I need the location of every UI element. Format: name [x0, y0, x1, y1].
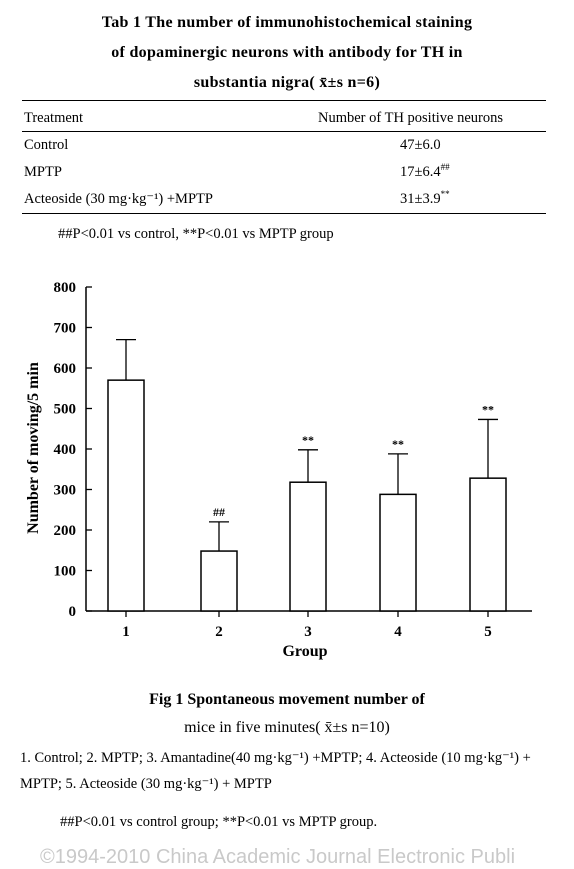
table-bottom-rule: [22, 213, 546, 214]
row-count: 31±3.9**: [400, 189, 450, 207]
bar: [289, 481, 327, 612]
significance-mark: ##: [213, 505, 225, 519]
row-count: 47±6.0: [400, 137, 441, 153]
header-count: Number of TH positive neurons: [318, 110, 503, 126]
figure-legend: 1. Control; 2. MPTP; 3. Amantadine(40 mg…: [20, 750, 531, 792]
y-tick-label: 700: [54, 321, 77, 337]
bar: [107, 379, 145, 612]
header-treatment: Treatment: [24, 110, 84, 126]
y-tick-label: 500: [54, 402, 77, 418]
y-tick-label: 300: [54, 483, 77, 499]
table-top-rule: [22, 100, 546, 101]
table-caption-line-2: of dopaminergic neurons with antibody fo…: [111, 44, 463, 61]
bar: [379, 493, 417, 612]
x-tick-label: 4: [394, 624, 402, 640]
x-tick-label: 5: [484, 624, 492, 640]
x-tick-label: 1: [122, 624, 130, 640]
y-axis-label: Number of moving/5 min: [25, 362, 42, 534]
y-tick-label: 600: [54, 361, 77, 377]
significance-mark: **: [392, 437, 404, 451]
row-treatment: MPTP: [24, 164, 62, 180]
table-caption-line-1: Tab 1 The number of immunohistochemical …: [101, 14, 473, 31]
y-tick-label: 100: [54, 564, 77, 580]
y-tick-label: 0: [69, 604, 77, 620]
figure-caption-line-2: mice in five minutes( x̄±s n=10): [184, 719, 390, 736]
table-caption: Tab 1 The number of immunohistochemical …: [0, 8, 574, 98]
table-caption-line-3: substantia nigra( x̄±s n=6): [193, 74, 381, 91]
row-treatment: Acteoside (30 mg·kg⁻¹) +MPTP: [24, 191, 213, 207]
figure-caption-line-1: Fig 1 Spontaneous movement number of: [149, 691, 425, 708]
row-count: 17±6.4##: [400, 162, 450, 180]
bar: [200, 550, 238, 612]
figure-caption: Fig 1 Spontaneous movement number of mic…: [0, 686, 574, 742]
row-treatment: Control: [24, 137, 69, 153]
table-header-rule: [22, 131, 546, 132]
significance-mark: **: [482, 402, 494, 416]
x-tick-label: 2: [215, 624, 223, 640]
x-axis-label: Group: [282, 643, 327, 660]
watermark: ©1994-2010 China Academic Journal Electr…: [40, 846, 516, 868]
x-tick-label: 3: [304, 624, 312, 640]
y-tick-label: 200: [54, 523, 77, 539]
figure-footnote: ##P<0.01 vs control group; **P<0.01 vs M…: [60, 814, 378, 830]
y-tick-label: 400: [54, 442, 77, 458]
table-footnote: ##P<0.01 vs control, **P<0.01 vs MPTP gr…: [58, 226, 334, 242]
significance-mark: **: [302, 433, 314, 447]
bar: [469, 477, 507, 612]
y-tick-label: 800: [54, 280, 77, 296]
